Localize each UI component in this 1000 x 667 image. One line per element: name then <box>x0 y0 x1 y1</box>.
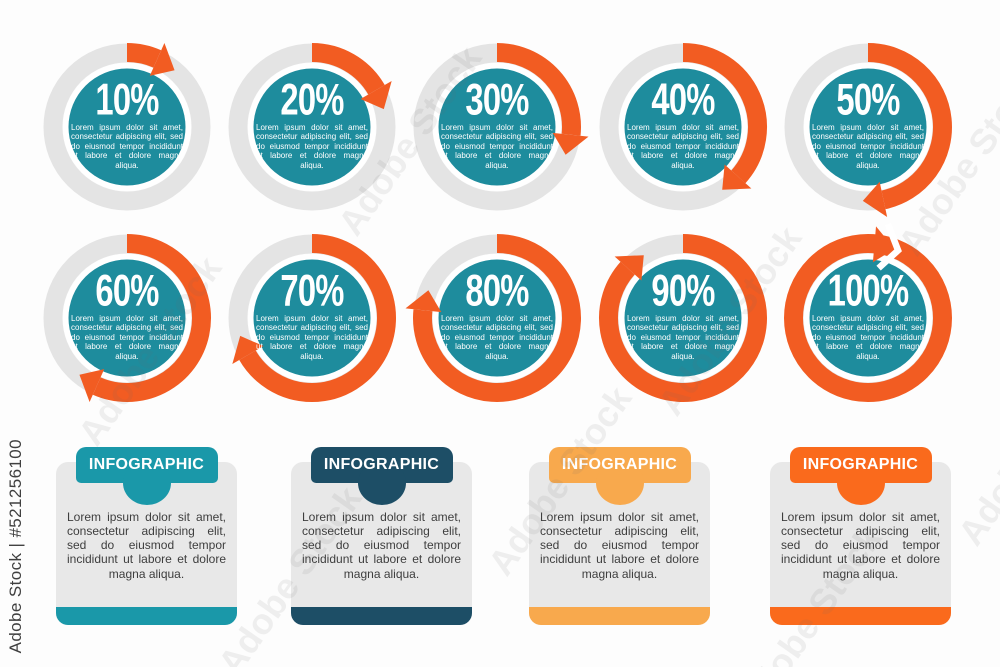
infographic-card-3: Lorem ipsum dolor sit amet, consectetur … <box>529 447 710 625</box>
percent-circle-50: 50% Lorem ipsum dolor sit amet, consecte… <box>773 32 963 222</box>
progress-ring-icon <box>228 43 396 211</box>
circle-description: Lorem ipsum dolor sit amet, consectetur … <box>812 314 924 361</box>
card-title-tab: INFOGRAPHIC <box>310 447 453 505</box>
percent-label: 40% <box>651 74 715 125</box>
card-description: Lorem ipsum dolor sit amet, consectetur … <box>302 510 461 581</box>
card-footer-bar <box>56 607 237 625</box>
card-title-tab: INFOGRAPHIC <box>548 447 691 505</box>
card-title-tab: INFOGRAPHIC <box>789 447 932 505</box>
circle-description: Lorem ipsum dolor sit amet, consectetur … <box>71 123 183 170</box>
percent-label: 30% <box>465 74 529 125</box>
infographic-card-1: Lorem ipsum dolor sit amet, consectetur … <box>56 447 237 625</box>
circle-description: Lorem ipsum dolor sit amet, consectetur … <box>812 123 924 170</box>
circle-description: Lorem ipsum dolor sit amet, consectetur … <box>441 314 553 361</box>
percent-label: 60% <box>95 265 159 316</box>
percent-label: 50% <box>836 74 900 125</box>
progress-ring-icon <box>43 42 211 211</box>
percent-circle-60: 60% Lorem ipsum dolor sit amet, consecte… <box>32 223 222 413</box>
infographic-card-4: Lorem ipsum dolor sit amet, consectetur … <box>770 447 951 625</box>
progress-ring-icon <box>43 234 211 403</box>
circle-description: Lorem ipsum dolor sit amet, consectetur … <box>627 123 739 170</box>
percent-circle-70: 70% Lorem ipsum dolor sit amet, consecte… <box>217 223 407 413</box>
percent-label: 90% <box>651 265 715 316</box>
percent-circle-30: 30% Lorem ipsum dolor sit amet, consecte… <box>402 32 592 222</box>
card-description: Lorem ipsum dolor sit amet, consectetur … <box>540 510 699 581</box>
percent-circle-20: 20% Lorem ipsum dolor sit amet, consecte… <box>217 32 407 222</box>
percent-label: 80% <box>465 265 529 316</box>
card-footer-bar <box>291 607 472 625</box>
percent-label: 70% <box>280 265 344 316</box>
percent-label: 10% <box>95 74 159 125</box>
progress-ring-icon <box>599 234 767 402</box>
card-title-tab: INFOGRAPHIC <box>75 447 218 505</box>
percent-circle-90: 90% Lorem ipsum dolor sit amet, consecte… <box>588 223 778 413</box>
card-body: Lorem ipsum dolor sit amet, consectetur … <box>56 462 237 625</box>
card-body: Lorem ipsum dolor sit amet, consectetur … <box>529 462 710 625</box>
progress-ring-icon <box>228 234 396 402</box>
circle-description: Lorem ipsum dolor sit amet, consectetur … <box>256 123 368 170</box>
circle-description: Lorem ipsum dolor sit amet, consectetur … <box>441 123 553 170</box>
progress-ring-icon <box>784 43 952 217</box>
percent-circle-80: 80% Lorem ipsum dolor sit amet, consecte… <box>402 223 592 413</box>
circle-description: Lorem ipsum dolor sit amet, consectetur … <box>71 314 183 361</box>
percent-circle-100: 100% Lorem ipsum dolor sit amet, consect… <box>773 222 963 413</box>
card-footer-bar <box>529 607 710 625</box>
percent-label: 20% <box>280 74 344 125</box>
card-footer-bar <box>770 607 951 625</box>
progress-ring-icon <box>599 43 767 211</box>
percent-label: 100% <box>827 265 909 316</box>
progress-ring-icon <box>405 234 581 402</box>
progress-ring-icon <box>413 43 589 211</box>
card-description: Lorem ipsum dolor sit amet, consectetur … <box>67 510 226 581</box>
circle-description: Lorem ipsum dolor sit amet, consectetur … <box>627 314 739 361</box>
percent-circle-10: 10% Lorem ipsum dolor sit amet, consecte… <box>32 32 222 222</box>
percent-circle-40: 40% Lorem ipsum dolor sit amet, consecte… <box>588 32 778 222</box>
card-description: Lorem ipsum dolor sit amet, consectetur … <box>781 510 940 581</box>
circle-description: Lorem ipsum dolor sit amet, consectetur … <box>256 314 368 361</box>
infographic-card-2: Lorem ipsum dolor sit amet, consectetur … <box>291 447 472 625</box>
progress-ring-icon <box>784 222 952 402</box>
stock-id-watermark: Adobe Stock | #521256100 <box>6 438 25 653</box>
